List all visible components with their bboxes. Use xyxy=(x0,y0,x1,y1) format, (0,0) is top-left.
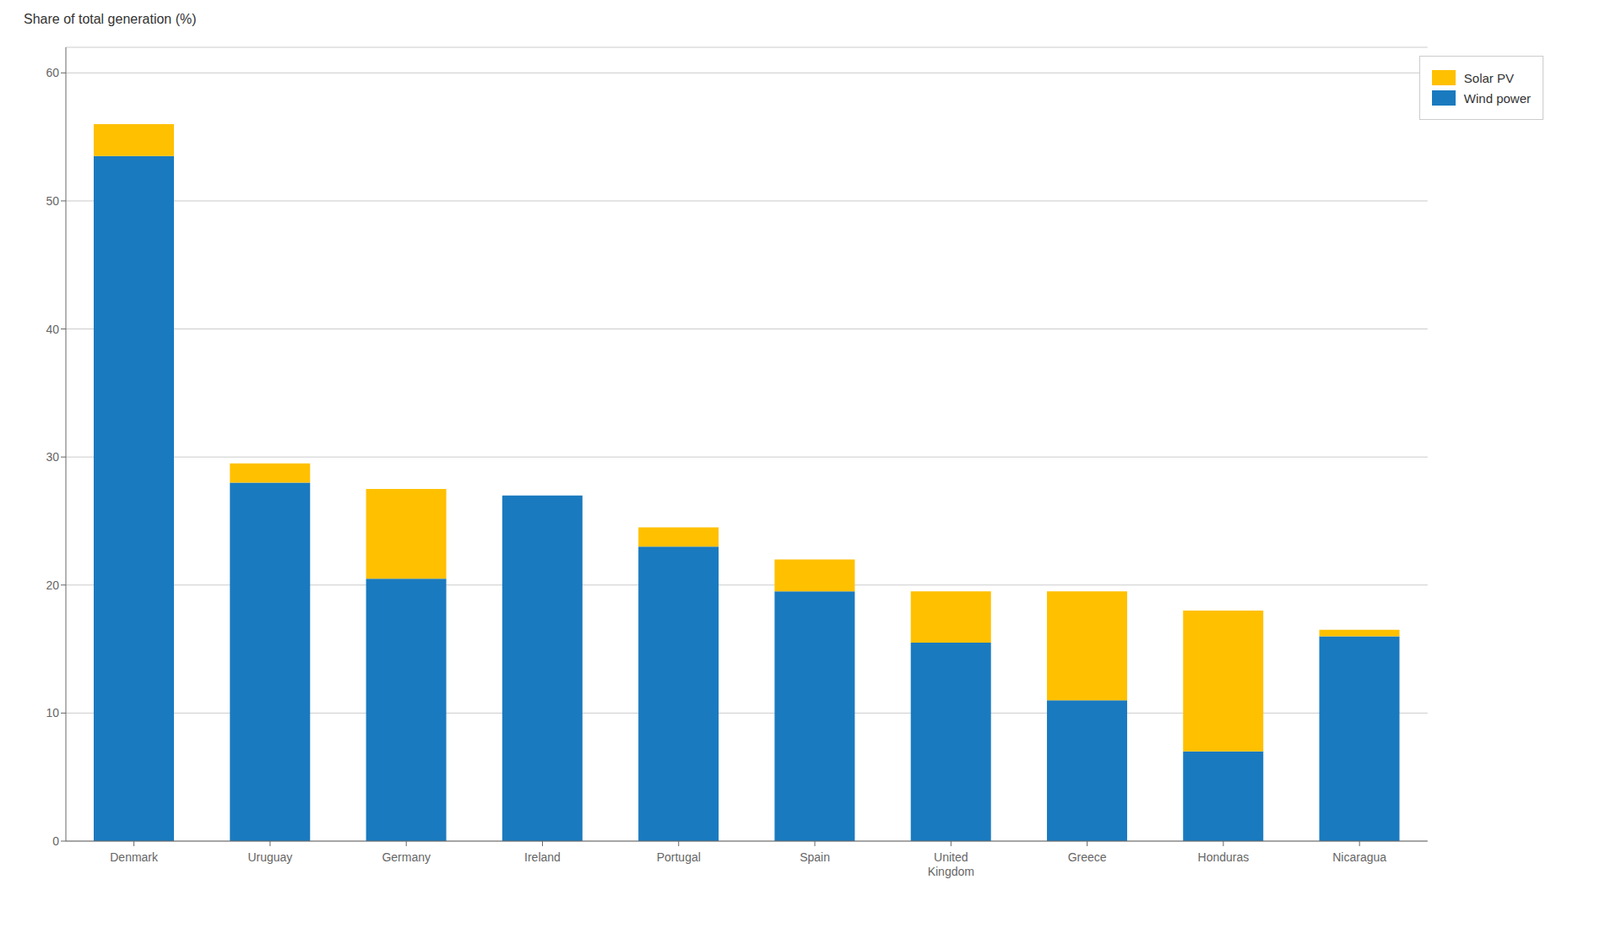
svg-text:30: 30 xyxy=(45,450,60,464)
svg-text:Germany: Germany xyxy=(381,850,431,864)
svg-text:40: 40 xyxy=(45,322,60,337)
svg-text:0: 0 xyxy=(52,834,60,848)
html-text:Solar PV: Solar PV xyxy=(1463,70,1514,85)
svg-text:Portugal: Portugal xyxy=(656,850,701,864)
svg-text:20: 20 xyxy=(45,578,60,592)
html-text:Wind power: Wind power xyxy=(1463,90,1531,106)
svg-text:Ireland: Ireland xyxy=(524,850,561,864)
svg-text:Greece: Greece xyxy=(1068,850,1107,864)
svg-text:Denmark: Denmark xyxy=(109,850,159,864)
svg-text:Honduras: Honduras xyxy=(1198,850,1250,864)
svg-text:UnitedKingdom: UnitedKingdom xyxy=(927,850,975,879)
svg-text:Nicaragua: Nicaragua xyxy=(1332,850,1387,864)
html-text:Share of total generation (%): Share of total generation (%) xyxy=(23,11,197,27)
svg-text:Uruguay: Uruguay xyxy=(247,850,293,864)
svg-text:50: 50 xyxy=(45,194,60,208)
svg-text:10: 10 xyxy=(45,705,60,720)
svg-text:Spain: Spain xyxy=(799,850,830,864)
svg-text:60: 60 xyxy=(45,65,60,80)
